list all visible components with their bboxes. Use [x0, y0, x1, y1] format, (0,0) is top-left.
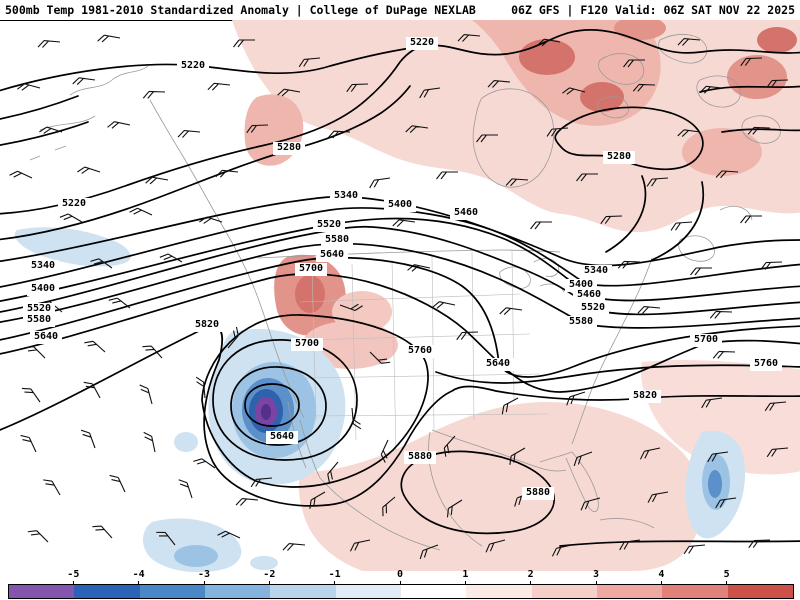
colorbar-segment-1	[74, 585, 140, 598]
wind-barb	[368, 177, 392, 189]
wind-barb	[83, 337, 106, 358]
wind-barb	[207, 82, 231, 93]
wind-barb	[91, 521, 113, 544]
wind-barb	[159, 250, 183, 269]
colorbar-segment-3	[204, 585, 271, 598]
wind-barb	[21, 383, 41, 407]
wind-barb	[689, 267, 713, 276]
colorbar-segment-5	[335, 585, 401, 598]
model-run-valid-time: 06Z GFS | F120 Valid: 06Z SAT NOV 22 202…	[511, 3, 795, 17]
colorbar-segment-11	[727, 585, 793, 598]
colorbar-tick--1: -1	[329, 569, 341, 584]
wind-barb	[106, 119, 131, 133]
colorbar-segment-4	[270, 585, 336, 598]
wind-barb	[97, 33, 121, 46]
wind-barb	[129, 205, 153, 222]
anomaly-colorbar: -5 -4 -3 -2 -1 0 1 2 3 4 5	[0, 566, 800, 600]
colorbar-tick--4: -4	[133, 569, 145, 584]
colorbar-segment-9	[596, 585, 663, 598]
wind-barb	[282, 542, 306, 553]
colorbar-tick-labels: -5 -4 -3 -2 -1 0 1 2 3 4 5	[0, 566, 800, 584]
wind-barb	[178, 477, 193, 501]
colorbar-bar	[8, 584, 794, 599]
wind-barb	[27, 526, 49, 548]
wind-barb	[76, 164, 101, 180]
wind-barb	[9, 168, 33, 185]
wind-barb	[195, 376, 206, 400]
colorbar-tick-0: 0	[397, 569, 403, 584]
wind-barb	[177, 129, 201, 140]
wind-barb	[109, 471, 126, 496]
geography-layer	[29, 33, 781, 551]
colorbar-tick--3: -3	[198, 569, 210, 584]
wind-barb	[42, 475, 61, 500]
colorbar-tick--5: -5	[67, 569, 79, 584]
wind-barb	[435, 171, 459, 180]
wind-barb	[392, 218, 416, 230]
colorbar-tick-3: 3	[593, 569, 599, 584]
colorbar-segment-7	[466, 585, 532, 598]
colorbar-segment-2	[139, 585, 205, 598]
colorbar-tick-1: 1	[462, 569, 468, 584]
wind-barb	[617, 260, 641, 270]
wind-barb	[499, 306, 523, 318]
chart-title: 500mb Temp 1981-2010 Standardized Anomal…	[5, 3, 476, 17]
colorbar-segment-0	[9, 585, 75, 598]
title-bar: 500mb Temp 1981-2010 Standardized Anomal…	[0, 0, 800, 21]
colorbar-tick--2: -2	[263, 569, 275, 584]
wind-barb	[80, 427, 96, 451]
colorbar-tick-4: 4	[658, 569, 664, 584]
colorbar-tick-5: 5	[724, 569, 730, 584]
wind-barb	[670, 221, 694, 232]
colorbar-segment-6	[400, 585, 467, 598]
wind-barb	[142, 90, 166, 100]
colorbar-segment-10	[662, 585, 728, 598]
map-canvas	[0, 20, 800, 572]
wind-barb	[139, 382, 153, 407]
wind-barb	[712, 350, 736, 360]
wind-barb	[141, 341, 163, 364]
wind-barb	[143, 430, 156, 455]
colorbar-segment-8	[531, 585, 597, 598]
wind-barb	[529, 221, 553, 230]
wind-barb	[37, 39, 61, 50]
wind-barb	[20, 431, 37, 456]
colorbar-tick-2: 2	[528, 569, 534, 584]
wind-barb	[235, 497, 259, 508]
wind-barb	[72, 76, 96, 88]
wind-barb	[709, 310, 733, 320]
